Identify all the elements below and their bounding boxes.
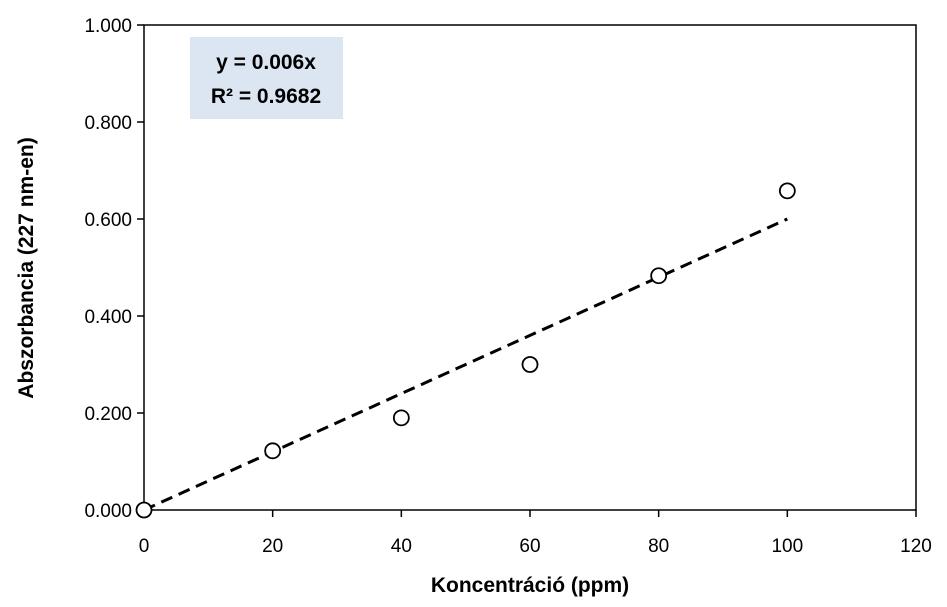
data-points bbox=[135, 182, 796, 519]
y-tick-label: 0.800 bbox=[84, 113, 132, 134]
x-tick-label: 40 bbox=[391, 536, 412, 557]
x-tick-label: 60 bbox=[519, 536, 540, 557]
trendline bbox=[143, 217, 788, 512]
data-point bbox=[521, 356, 539, 373]
x-tick-label: 80 bbox=[648, 536, 669, 557]
data-point bbox=[778, 182, 796, 200]
y-axis-ticks: 0.000 0.200 0.400 0.600 0.800 1.000 bbox=[84, 16, 144, 522]
data-point bbox=[264, 442, 282, 460]
y-tick-label: 0.600 bbox=[84, 210, 132, 231]
equation-box bbox=[190, 37, 343, 119]
x-tick-label: 20 bbox=[262, 536, 283, 557]
data-point bbox=[392, 409, 410, 427]
y-tick-label: 0.400 bbox=[84, 307, 132, 328]
x-axis-ticks: 0 20 40 60 80 100 120 bbox=[139, 510, 932, 557]
r-squared-line: R² = 0.9682 bbox=[211, 85, 321, 108]
x-tick-label: 120 bbox=[900, 536, 932, 557]
y-tick-label: 0.200 bbox=[84, 404, 132, 425]
x-tick-label: 0 bbox=[139, 536, 150, 557]
y-tick-label: 0.000 bbox=[84, 501, 132, 522]
data-point bbox=[135, 501, 153, 519]
y-tick-label: 1.000 bbox=[84, 16, 132, 37]
x-tick-label: 100 bbox=[771, 536, 803, 557]
data-point bbox=[650, 267, 668, 285]
x-axis-title: Koncentráció (ppm) bbox=[431, 574, 629, 597]
y-axis-title: Abszorbancia (227 nm-en) bbox=[15, 137, 38, 398]
equation-line: y = 0.006x bbox=[216, 51, 316, 74]
